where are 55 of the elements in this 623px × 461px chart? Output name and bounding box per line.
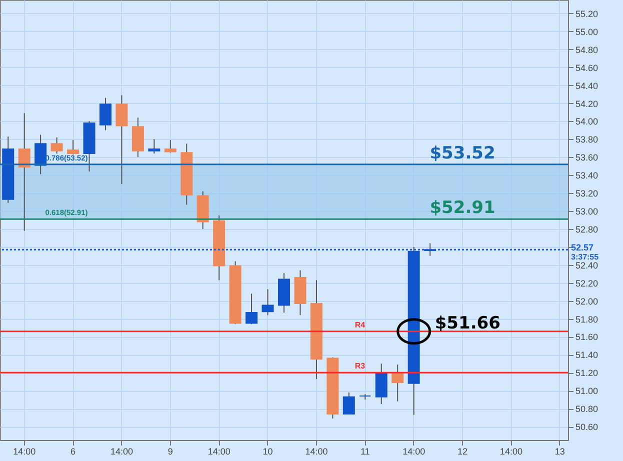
x-tick-label: 11 <box>360 446 370 456</box>
y-tick-label: 50.80 <box>576 404 598 414</box>
y-tick-label: 50.60 <box>576 422 598 432</box>
candlestick <box>50 136 63 154</box>
y-tick-label: 55.00 <box>576 26 598 37</box>
y-tick-label: 53.40 <box>576 170 598 181</box>
annotation: $51.66 <box>434 313 500 334</box>
y-tick-label: 55.20 <box>576 8 598 19</box>
candlestick <box>392 364 404 402</box>
y-tick-label: 54.40 <box>576 80 598 91</box>
candlestick <box>34 134 47 175</box>
x-tick-label: 14:00 <box>110 446 133 456</box>
y-tick-label: 53.20 <box>576 188 598 199</box>
y-tick-label: 52.40 <box>576 260 598 270</box>
x-tick-label: 14:00 <box>208 446 230 456</box>
x-tick-label: 13 <box>554 446 565 456</box>
x-tick-label: 14:00 <box>500 446 522 456</box>
text: 3:37:55 <box>571 252 600 262</box>
x-tick-label: 10 <box>262 446 273 456</box>
y-tick-label: 53.80 <box>576 134 598 145</box>
y-tick-label: 53.60 <box>576 152 598 163</box>
candlestick <box>246 293 258 325</box>
ref-line-label: R4 <box>354 320 366 330</box>
x-tick-label: 12 <box>458 446 468 456</box>
candlestick <box>99 97 112 131</box>
candlestick <box>116 94 128 185</box>
candlestick <box>18 112 30 232</box>
ref-line-label: 52.57 <box>571 242 594 253</box>
annotation: $52.91 <box>430 198 496 218</box>
candlestick <box>262 288 274 316</box>
y-tick-label: 54.00 <box>576 116 598 127</box>
x-tick-label: 9 <box>168 446 173 456</box>
candlestick <box>375 363 388 405</box>
y-tick-label: 53.00 <box>576 206 598 217</box>
x-tick-label: 6 <box>70 446 76 456</box>
y-tick-label: 52.20 <box>576 278 598 288</box>
y-tick-label: 54.80 <box>576 44 598 55</box>
y-tick-label: 51.00 <box>576 386 598 396</box>
ref-line-label: R3 <box>354 362 366 371</box>
candlestick <box>164 140 176 154</box>
y-tick-label: 52.00 <box>576 296 598 306</box>
x-tick-label: 14:00 <box>402 446 426 456</box>
x-tick-label: 14:00 <box>305 446 328 456</box>
candlestick <box>67 140 80 155</box>
y-tick-label: 51.80 <box>576 314 598 324</box>
y-tick-label: 51.20 <box>576 368 598 378</box>
y-tick-label: 54.60 <box>576 62 598 73</box>
y-tick-label: 54.20 <box>576 98 598 109</box>
y-tick-label: 52.80 <box>576 224 598 234</box>
candlestick <box>342 392 355 414</box>
annotation: $53.52 <box>430 143 496 164</box>
x-tick-label: 14:00 <box>13 446 36 456</box>
y-tick-label: 51.60 <box>576 332 598 342</box>
candlestick <box>148 138 160 154</box>
y-tick-label: 51.40 <box>576 350 598 360</box>
